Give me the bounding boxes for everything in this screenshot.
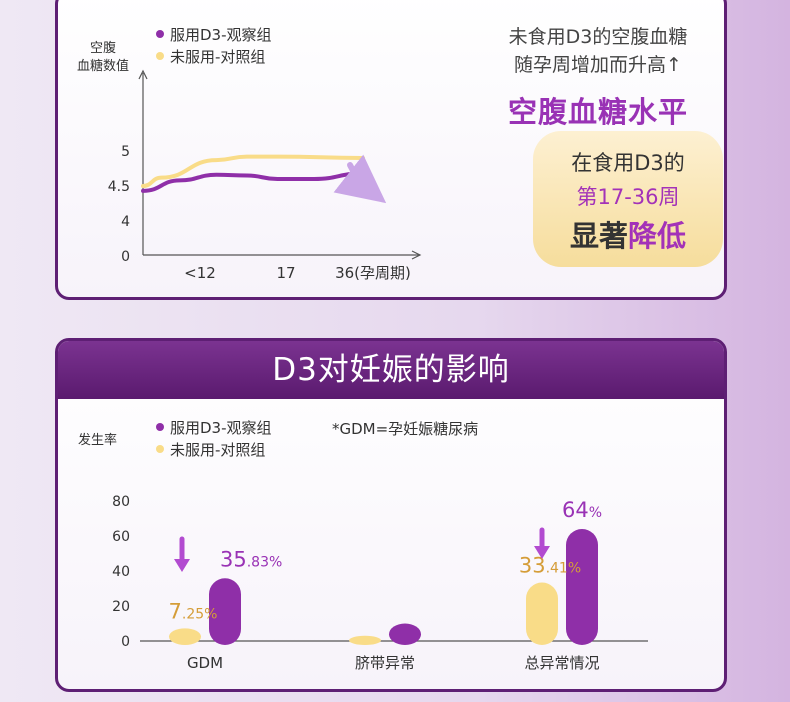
side-line1: 未食用D3的空腹血糖 [508, 26, 688, 48]
control-legend-dot [156, 52, 164, 60]
y-tick-label: 40 [112, 564, 130, 580]
y-tick-label: 0 [121, 634, 130, 650]
side-description: 未食用D3的空腹血糖 随孕周增加而升高↑ 空腹血糖水平 [463, 23, 733, 131]
down-trend-arrow [333, 154, 387, 204]
data-label: 35.83% [220, 547, 282, 571]
y-tick-label: 5 [121, 144, 130, 160]
d3-legend-dot [156, 30, 164, 38]
chart1-legend: 服用D3-观察组 未服用-对照组 [156, 23, 272, 67]
control-bar [169, 628, 201, 645]
y-tick-label: 20 [112, 599, 130, 615]
category-label: 脐带异常 [355, 654, 415, 672]
y-tick-label: 4.5 [108, 179, 130, 195]
legend-d3-label: 服用D3-观察组 [170, 418, 272, 437]
d3-bar [209, 578, 241, 645]
d3-bar [389, 623, 421, 645]
bubble-line2: 第17-36周 [576, 185, 680, 209]
gdm-note: *GDM=孕妊娠糖尿病 [332, 420, 479, 438]
bubble-line1: 在食用D3的 [571, 151, 685, 175]
bubble-line3: 显著降低 [569, 219, 687, 253]
chart1-ylabel: 空腹 血糖数值 [76, 41, 129, 74]
pregnancy-impact-card: D3对妊娠的影响 服用D3-观察组 未服用-对照组 *GDM=孕妊娠糖尿病 发生… [55, 338, 727, 692]
highlight-bubble: 在食用D3的 第17-36周 显著降低 [533, 131, 723, 267]
chart2-ylabel: 发生率 [78, 433, 118, 448]
control-legend-dot [156, 445, 164, 453]
data-label: 7.25% [169, 599, 218, 623]
data-label: 64% [562, 498, 602, 522]
gdm-down-arrowhead [174, 559, 190, 572]
d3-bar [566, 529, 598, 645]
control-bar [349, 635, 381, 645]
d3-legend-dot [156, 423, 164, 431]
legend-d3-label: 服用D3-观察组 [170, 25, 272, 44]
legend-control-label: 未服用-对照组 [170, 47, 266, 66]
y-tick-label: 80 [112, 494, 130, 510]
y-tick-label: 4 [121, 214, 130, 230]
d3-series-line [141, 171, 365, 193]
x-tick-label: 36(孕周期) [335, 264, 411, 282]
category-label: 总异常情况 [524, 654, 599, 672]
legend-control-label: 未服用-对照组 [170, 440, 266, 459]
card2-title: D3对妊娠的影响 [58, 341, 724, 399]
control-series-line [141, 154, 365, 188]
side-line2: 随孕周增加而升高↑ [514, 54, 682, 76]
x-tick-label: 17 [276, 264, 295, 282]
control-bar [526, 582, 558, 645]
category-label: GDM [187, 654, 223, 672]
total-down-arrowhead [534, 546, 550, 559]
fasting-glucose-card: 服用D3-观察组 未服用-对照组 空腹 血糖数值 0 4 4.5 5 <12 17 36(孕… [55, 0, 727, 300]
y-tick-label: 0 [121, 249, 130, 265]
y-axis-arrow [138, 69, 148, 80]
x-axis-arrow [411, 250, 422, 260]
chart2-legend: 服用D3-观察组 未服用-对照组 [156, 416, 272, 460]
y-tick-label: 60 [112, 529, 130, 545]
side-title: 空腹血糖水平 [507, 95, 688, 129]
glucose-line-chart: 0 4 4.5 5 <12 17 36(孕周期) [108, 69, 422, 282]
x-tick-label: <12 [184, 264, 216, 282]
